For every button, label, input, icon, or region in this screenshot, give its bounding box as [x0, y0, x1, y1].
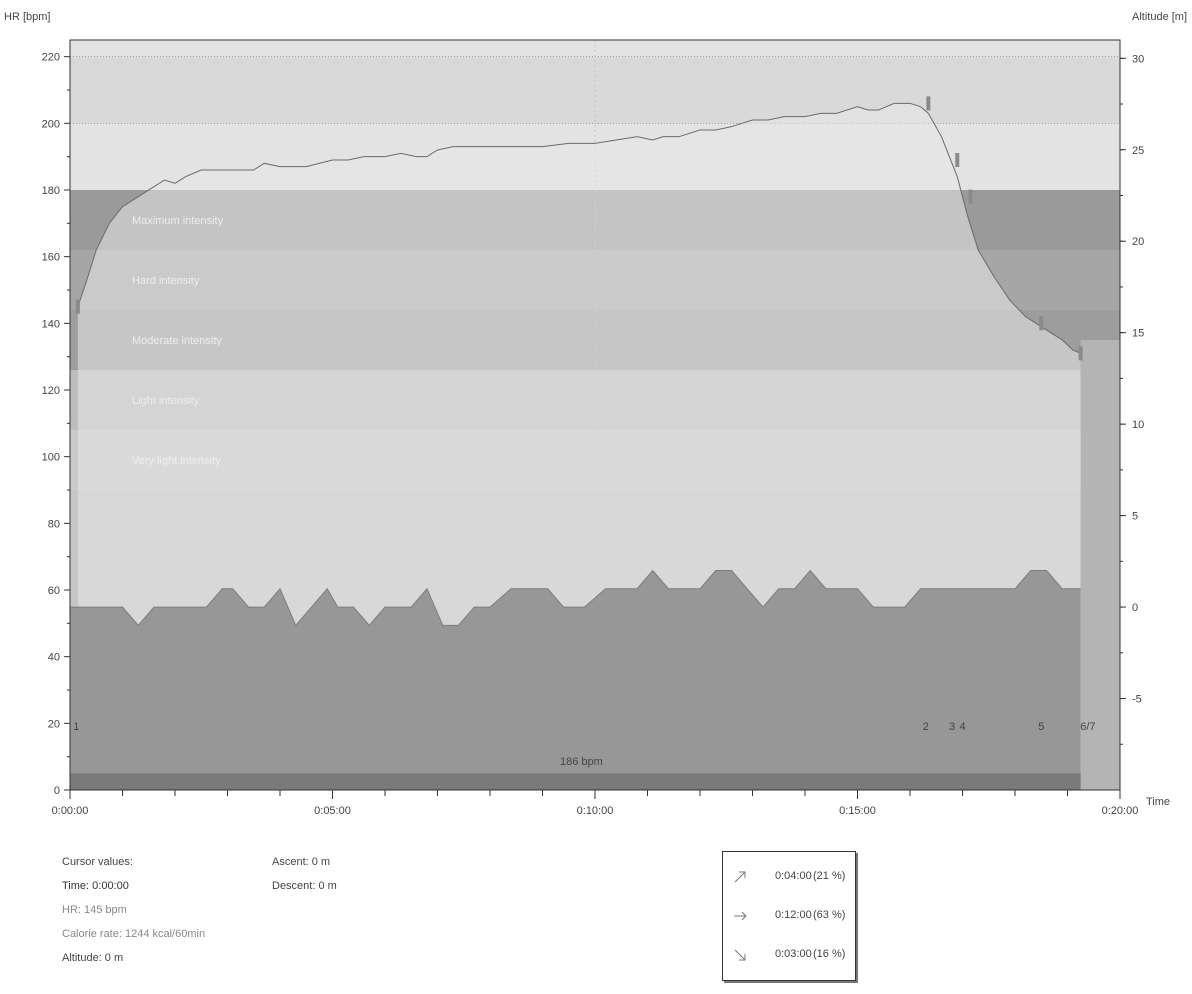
y2-tick-label: 30: [1132, 53, 1144, 65]
time-axis-label: Time: [1146, 796, 1170, 808]
flat-arrow-icon: [734, 911, 747, 921]
x-tick-label: 0:05:00: [314, 805, 351, 817]
lap-marker: [955, 153, 960, 167]
end-column: [1080, 340, 1120, 790]
marker-label: 5: [1038, 721, 1044, 733]
y-tick-label: 0: [54, 785, 60, 797]
hr-line: [77, 102, 1081, 354]
lap-marker: [968, 189, 973, 204]
y2-tick-label: -5: [1132, 694, 1142, 706]
lap-marker: [75, 299, 80, 314]
ascent-value: Ascent: 0 m: [272, 856, 331, 868]
summary-pct: (16 %): [813, 948, 846, 960]
y2-tick-label: 20: [1132, 236, 1144, 248]
ascent-panel: Ascent: 0 m Descent: 0 m: [272, 855, 337, 903]
y2-tick-label: 25: [1132, 145, 1144, 157]
y-tick-label: 120: [42, 385, 60, 397]
summary-pct: (63 %): [813, 909, 846, 921]
y2-tick-label: 10: [1132, 419, 1144, 431]
y2-tick-label: 0: [1132, 602, 1138, 614]
summary-row-ascent: 0:04:00 (21 %): [723, 868, 855, 888]
y-tick-label: 180: [42, 185, 60, 197]
marker-label: 6/7: [1080, 721, 1095, 733]
marker-label: 3: [949, 721, 955, 733]
y-tick-label: 200: [42, 118, 60, 130]
x-tick-label: 0:20:00: [1102, 805, 1139, 817]
altitude-area-fill: [70, 570, 1081, 790]
x-tick-label: 0:15:00: [839, 805, 876, 817]
cursor-altitude: Altitude: 0 m: [62, 952, 124, 964]
marker-label: 4: [960, 721, 966, 733]
y-tick-label: 20: [48, 718, 60, 730]
bottom-bar-label: 186 bpm: [560, 756, 603, 768]
y-tick-label: 100: [42, 452, 60, 464]
y-tick-label: 160: [42, 252, 60, 264]
summary-time: 0:03:00: [775, 948, 812, 960]
cursor-values-title: Cursor values:: [62, 856, 133, 868]
slope-summary-box: 0:04:00 (21 %) 0:12:00 (63 %) 0:03:00 (1…: [722, 851, 856, 981]
chart-overlay: 1 2 3 4 5 6/7: [70, 96, 1120, 790]
y2-tick-label: 5: [1132, 511, 1138, 523]
cursor-hr: HR: 145 bpm: [62, 904, 127, 916]
descent-arrow-icon: [734, 949, 746, 961]
y-tick-label: 220: [42, 52, 60, 64]
marker-label: 2: [923, 721, 929, 733]
y-tick-label: 60: [48, 585, 60, 597]
hr-altitude-chart: Maximum intensityHard intensityModerate …: [4, 11, 1187, 817]
altitude-axis-label: Altitude [m]: [1132, 11, 1187, 23]
lap-marker: [926, 96, 931, 111]
summary-row-descent: 0:03:00 (16 %): [723, 946, 855, 966]
summary-time: 0:04:00: [775, 870, 812, 882]
lap-marker: [1039, 316, 1044, 331]
y-tick-label: 80: [48, 518, 60, 530]
descent-value: Descent: 0 m: [272, 880, 337, 892]
y2-tick-label: 15: [1132, 328, 1144, 340]
cursor-values-panel: Cursor values: Time: 0:00:00 HR: 145 bpm…: [62, 855, 205, 975]
lap-marker: [1078, 346, 1083, 361]
cursor-time: Time: 0:00:00: [62, 880, 129, 892]
y-tick-label: 140: [42, 318, 60, 330]
ascent-arrow-icon: [734, 871, 746, 883]
altitude-area: [70, 569, 1081, 790]
cursor-calorie-rate: Calorie rate: 1244 kcal/60min: [62, 928, 206, 940]
bottom-bar: [70, 773, 1081, 790]
y-tick-label: 40: [48, 652, 60, 664]
summary-pct: (21 %): [813, 870, 846, 882]
summary-row-flat: 0:12:00 (63 %): [723, 907, 855, 927]
altitude-line: [70, 569, 1081, 627]
summary-time: 0:12:00: [775, 909, 812, 921]
marker-label: 1: [73, 721, 79, 733]
x-tick-label: 0:00:00: [52, 805, 89, 817]
hr-axis-label: HR [bpm]: [4, 11, 50, 23]
x-tick-label: 0:10:00: [577, 805, 614, 817]
